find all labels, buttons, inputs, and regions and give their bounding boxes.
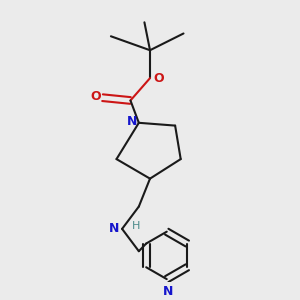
Text: N: N bbox=[127, 115, 137, 128]
Text: N: N bbox=[109, 222, 119, 236]
Text: O: O bbox=[153, 72, 164, 85]
Text: O: O bbox=[90, 90, 101, 103]
Text: H: H bbox=[132, 221, 140, 231]
Text: N: N bbox=[163, 285, 173, 298]
